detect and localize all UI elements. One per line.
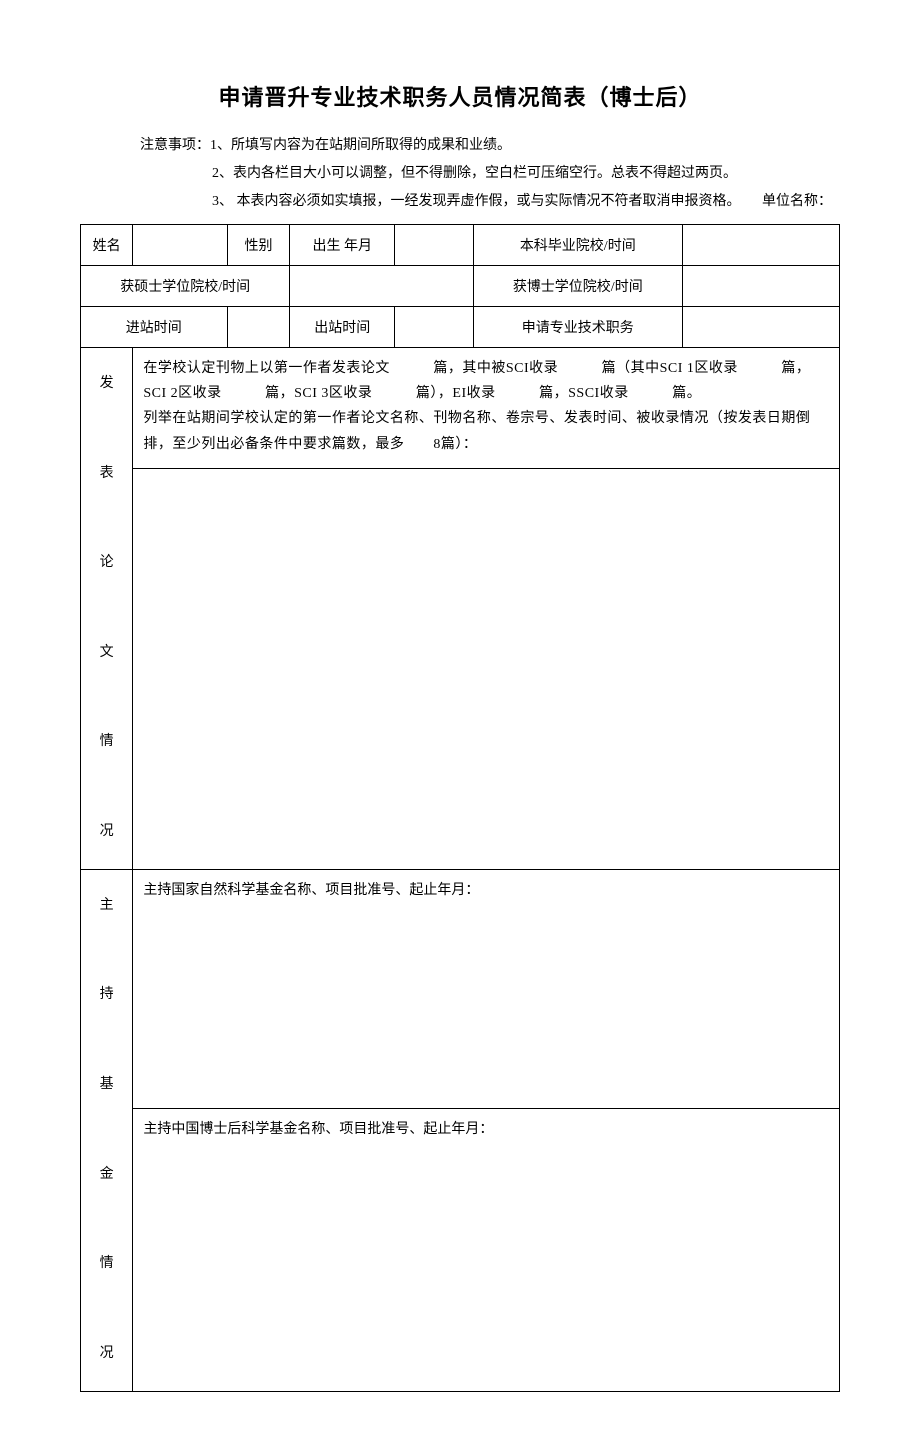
birth-label: 出生 年月 xyxy=(290,225,395,266)
nsfc-fund-text[interactable]: 主持国家自然科学基金名称、项目批准号、起止年月： xyxy=(133,869,840,1109)
note-item-1: 1、所填写内容为在站期间所取得的成果和业绩。 xyxy=(210,138,511,153)
phd-value[interactable] xyxy=(682,266,839,307)
apply-label: 申请专业技术职务 xyxy=(473,307,682,348)
table-row: 主持中国博士后科学基金名称、项目批准号、起止年月： xyxy=(81,1109,840,1391)
enter-label: 进站时间 xyxy=(81,307,228,348)
undergrad-label: 本科毕业院校/时间 xyxy=(473,225,682,266)
note-item-3: 3、 本表内容必须如实填报，一经发现弄虚作假，或与实际情况不符者取消申报资格。 xyxy=(212,188,741,216)
table-row: 进站时间 出站时间 申请专业技术职务 xyxy=(81,307,840,348)
notes-prefix: 注意事项： xyxy=(140,138,210,153)
gender-label: 性别 xyxy=(227,225,290,266)
application-table: 姓名 性别 出生 年月 本科毕业院校/时间 获硕士学位院校/时间 获博士学位院校… xyxy=(80,224,840,1392)
notes-section: 注意事项：1、所填写内容为在站期间所取得的成果和业绩。 2、表内各栏目大小可以调… xyxy=(80,132,840,216)
table-row xyxy=(81,469,840,870)
master-label: 获硕士学位院校/时间 xyxy=(81,266,290,307)
postdoc-fund-text[interactable]: 主持中国博士后科学基金名称、项目批准号、起止年月： xyxy=(133,1109,840,1391)
exit-label: 出站时间 xyxy=(290,307,395,348)
publications-section-label: 发表论文情况 xyxy=(81,348,133,870)
master-value[interactable] xyxy=(290,266,473,307)
table-row: 获硕士学位院校/时间 获博士学位院校/时间 xyxy=(81,266,840,307)
phd-label: 获博士学位院校/时间 xyxy=(473,266,682,307)
unit-name-label: 单位名称： xyxy=(762,188,840,216)
name-label: 姓名 xyxy=(81,225,133,266)
name-value[interactable] xyxy=(133,225,227,266)
publications-text: 在学校认定刊物上以第一作者发表论文 篇，其中被SCI收录 篇（其中SCI 1区收… xyxy=(133,348,840,469)
enter-value[interactable] xyxy=(227,307,290,348)
table-row: 姓名 性别 出生 年月 本科毕业院校/时间 xyxy=(81,225,840,266)
note-item-2: 2、表内各栏目大小可以调整，但不得删除，空白栏可压缩空行。总表不得超过两页。 xyxy=(212,166,737,181)
funds-section-label: 主持基金情况 xyxy=(81,869,133,1391)
form-title: 申请晋升专业技术职务人员情况简表（博士后） xyxy=(80,80,840,112)
exit-value[interactable] xyxy=(395,307,474,348)
undergrad-value[interactable] xyxy=(682,225,839,266)
table-row: 发表论文情况 在学校认定刊物上以第一作者发表论文 篇，其中被SCI收录 篇（其中… xyxy=(81,348,840,469)
birth-value[interactable] xyxy=(395,225,474,266)
apply-value[interactable] xyxy=(682,307,839,348)
publications-list-area[interactable] xyxy=(133,469,840,870)
table-row: 主持基金情况 主持国家自然科学基金名称、项目批准号、起止年月： xyxy=(81,869,840,1109)
